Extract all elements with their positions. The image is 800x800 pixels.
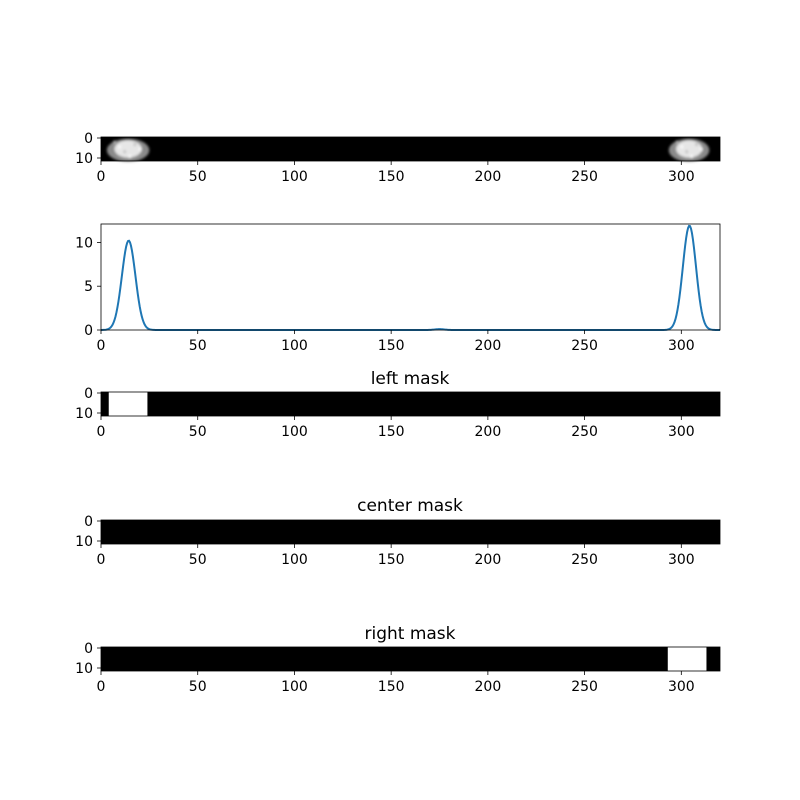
axes-frame — [100, 646, 721, 672]
blob-speckle — [690, 155, 693, 158]
x-tick-label: 150 — [378, 169, 405, 185]
x-tick-label: 0 — [97, 424, 106, 440]
center-mask-title: center mask — [357, 496, 463, 516]
x-tick-label: 50 — [189, 338, 207, 354]
x-tick-label: 0 — [97, 679, 106, 695]
blob-inner — [114, 140, 142, 158]
y-tick-label: 0 — [84, 323, 93, 339]
bright-region — [668, 138, 710, 162]
blob-speckle — [118, 145, 121, 149]
blob-speckle — [133, 143, 137, 146]
x-tick-label: 150 — [378, 338, 405, 354]
x-tick-label: 300 — [668, 169, 695, 185]
y-tick-label: 0 — [84, 386, 93, 402]
x-tick-label: 250 — [571, 679, 598, 695]
x-tick-label: 300 — [668, 679, 695, 695]
blob-inner — [676, 140, 703, 158]
mask-region — [108, 392, 148, 416]
mask-background — [101, 647, 720, 671]
y-tick-label: 0 — [84, 514, 93, 530]
x-tick-label: 150 — [378, 424, 405, 440]
axes-frame — [100, 136, 721, 162]
mask-region — [667, 647, 707, 671]
x-tick-label: 100 — [281, 679, 308, 695]
x-tick-label: 50 — [189, 679, 207, 695]
image-background — [101, 137, 720, 161]
axes-frame — [100, 223, 721, 331]
x-tick-label: 0 — [97, 552, 106, 568]
y-tick-label: 10 — [75, 534, 93, 550]
x-tick-label: 100 — [281, 169, 308, 185]
x-tick-label: 100 — [281, 338, 308, 354]
x-tick-label: 0 — [97, 338, 106, 354]
y-tick-label: 0 — [84, 131, 93, 147]
x-tick-label: 150 — [378, 679, 405, 695]
blob-speckle — [680, 145, 683, 149]
x-tick-label: 100 — [281, 552, 308, 568]
blob-speckle — [113, 140, 116, 144]
x-tick-label: 300 — [668, 552, 695, 568]
y-tick-label: 10 — [75, 661, 93, 677]
x-tick-label: 50 — [189, 424, 207, 440]
y-tick-label: 10 — [75, 406, 93, 422]
blob-speckle — [675, 140, 679, 144]
y-tick-label: 10 — [75, 235, 93, 251]
x-tick-label: 200 — [475, 552, 502, 568]
x-tick-label: 150 — [378, 552, 405, 568]
x-tick-label: 250 — [571, 552, 598, 568]
bright-region — [106, 138, 150, 162]
blob-speckle — [123, 150, 126, 154]
x-tick-label: 250 — [571, 338, 598, 354]
x-tick-label: 200 — [475, 169, 502, 185]
x-tick-label: 200 — [475, 338, 502, 354]
blob-speckle — [685, 150, 688, 154]
x-tick-label: 250 — [571, 169, 598, 185]
x-tick-label: 100 — [281, 424, 308, 440]
x-tick-label: 200 — [475, 424, 502, 440]
axes-frame — [100, 391, 721, 417]
x-tick-label: 50 — [189, 552, 207, 568]
left-mask-title: left mask — [371, 369, 450, 389]
blob-speckle — [128, 155, 131, 158]
right-mask-title: right mask — [364, 624, 455, 644]
blob-speckle — [700, 147, 703, 151]
mask-background — [101, 392, 720, 416]
y-tick-label: 10 — [75, 151, 93, 167]
y-tick-label: 5 — [84, 279, 93, 295]
x-tick-label: 300 — [668, 338, 695, 354]
blob-speckle — [695, 143, 698, 146]
y-tick-label: 0 — [84, 641, 93, 657]
mask-background — [101, 520, 720, 544]
blob-speckle — [138, 147, 142, 151]
axes-frame — [100, 519, 721, 545]
x-tick-label: 300 — [668, 424, 695, 440]
x-tick-label: 50 — [189, 169, 207, 185]
x-tick-label: 200 — [475, 679, 502, 695]
x-tick-label: 250 — [571, 424, 598, 440]
x-tick-label: 0 — [97, 169, 106, 185]
